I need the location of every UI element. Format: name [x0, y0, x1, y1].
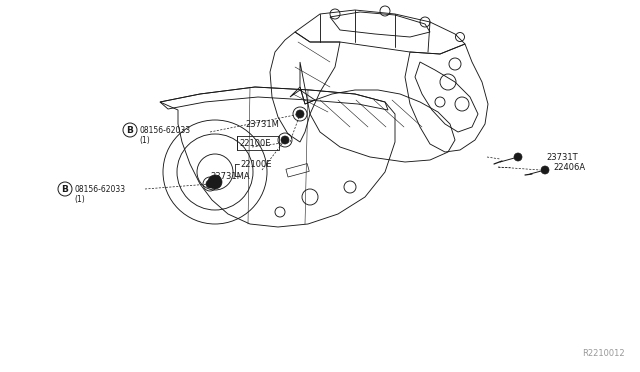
Text: 23731M: 23731M — [245, 119, 279, 128]
Text: 22100E: 22100E — [240, 160, 271, 169]
Bar — [286, 164, 309, 177]
Text: (1): (1) — [139, 135, 150, 144]
Circle shape — [208, 175, 222, 189]
Text: 23731MA: 23731MA — [210, 171, 250, 180]
Circle shape — [281, 136, 289, 144]
Text: 23731T: 23731T — [546, 153, 578, 161]
Text: R2210012: R2210012 — [582, 350, 625, 359]
Text: B: B — [61, 185, 68, 193]
Text: (1): (1) — [74, 195, 84, 203]
Circle shape — [206, 180, 214, 188]
Circle shape — [541, 166, 549, 174]
Text: 22100E: 22100E — [239, 138, 271, 148]
Bar — [237, 136, 279, 150]
Text: 22406A: 22406A — [553, 163, 585, 171]
Circle shape — [296, 110, 304, 118]
Circle shape — [514, 153, 522, 161]
Text: 08156-62033: 08156-62033 — [74, 185, 125, 193]
Text: 08156-62033: 08156-62033 — [139, 125, 190, 135]
Text: B: B — [127, 125, 133, 135]
